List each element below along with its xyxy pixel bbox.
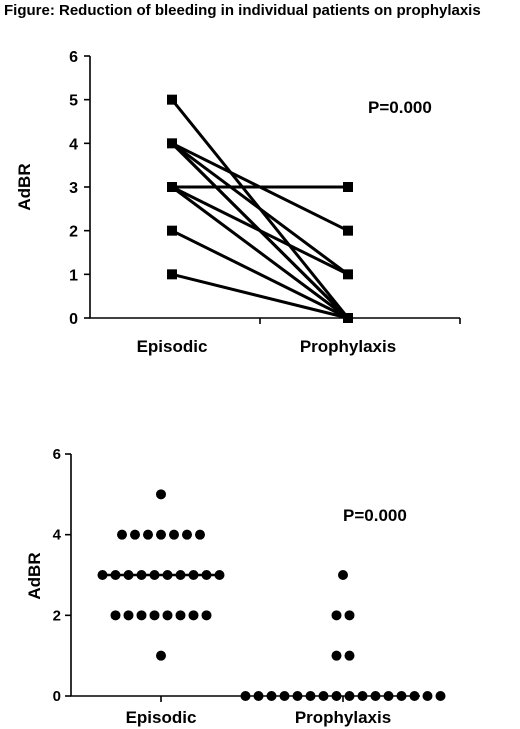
- data-point-dot: [396, 691, 407, 701]
- data-point-dot: [195, 529, 205, 540]
- series-line: [171, 272, 349, 320]
- x-tick-label: Prophylaxis: [295, 708, 391, 727]
- x-tick-label: Episodic: [126, 708, 197, 727]
- data-point-dot: [156, 650, 166, 661]
- x-tick-label: Prophylaxis: [300, 337, 396, 356]
- data-point-dot: [409, 691, 420, 701]
- data-point-square: [167, 269, 177, 280]
- data-point-dot: [117, 529, 127, 540]
- y-tick-label: 4: [69, 136, 78, 153]
- data-point-dot: [357, 691, 368, 701]
- data-point-dot: [318, 691, 329, 701]
- y-axis-label: AdBR: [25, 552, 44, 599]
- data-point-square: [343, 269, 353, 280]
- y-axis-label: AdBR: [15, 163, 34, 210]
- data-point-dot: [383, 691, 394, 701]
- data-point-dot: [123, 610, 134, 621]
- p-value-annotation: P=0.000: [368, 98, 432, 117]
- data-point-dot: [370, 691, 381, 701]
- data-point-dot: [305, 691, 316, 701]
- data-point-dot: [130, 529, 140, 540]
- data-point-square: [167, 225, 177, 236]
- series-line: [171, 185, 349, 276]
- y-tick-label: 3: [69, 180, 78, 197]
- y-tick-label: 0: [69, 311, 78, 328]
- data-point-dot: [201, 610, 212, 621]
- data-point-dot: [344, 650, 355, 661]
- data-point-square: [343, 225, 353, 236]
- y-tick-label: 4: [53, 527, 62, 544]
- data-point-dot: [149, 610, 160, 621]
- series-line: [171, 229, 349, 320]
- data-point-dot: [331, 691, 342, 701]
- data-point-dot: [156, 489, 166, 500]
- data-point-dot: [175, 610, 186, 621]
- data-point-square: [343, 182, 353, 192]
- data-point-dot: [156, 529, 166, 540]
- data-point-dot: [240, 691, 251, 701]
- y-tick-label: 1: [69, 267, 78, 284]
- y-tick-label: 6: [53, 446, 61, 463]
- data-point-dot: [331, 650, 342, 661]
- data-point-dot: [422, 691, 433, 701]
- data-point-dot: [253, 691, 264, 701]
- data-point-square: [167, 138, 177, 149]
- y-tick-label: 2: [53, 607, 61, 624]
- data-point-dot: [344, 691, 355, 701]
- data-point-square: [343, 313, 353, 323]
- data-point-dot: [136, 610, 147, 621]
- y-tick-label: 5: [69, 93, 78, 110]
- data-point-dot: [143, 529, 153, 540]
- data-point-dot: [279, 691, 290, 701]
- p-value-annotation: P=0.000: [343, 506, 407, 525]
- dot-plot-chart: AdBR P=0.000 0 2 4 6 Episodic Prophylaxis: [25, 446, 446, 727]
- data-point-dot: [182, 529, 192, 540]
- data-point-dot: [110, 610, 121, 621]
- data-point-dot: [331, 610, 342, 621]
- y-tick-label: 6: [69, 49, 78, 66]
- x-tick-label: Episodic: [137, 337, 208, 356]
- data-point-square: [167, 182, 177, 192]
- paired-line-chart: AdBR P=0.000 0 1 2 3 4 5 6 Episodic Prophylaxis: [15, 49, 461, 356]
- y-tick-label: 2: [69, 224, 78, 241]
- data-point-dot: [188, 610, 199, 621]
- data-point-dot: [292, 691, 303, 701]
- data-point-dot: [266, 691, 277, 701]
- data-point-dot: [344, 610, 355, 621]
- data-point-dot: [338, 570, 348, 580]
- data-point-dot: [162, 610, 173, 621]
- data-point-square: [167, 94, 177, 105]
- data-point-dot: [435, 691, 446, 701]
- data-point-dot: [169, 529, 179, 540]
- series-line: [171, 185, 349, 320]
- series-line: [171, 142, 349, 276]
- y-tick-label: 0: [53, 688, 61, 705]
- figure-title: Figure: Reduction of bleeding in individ…: [4, 2, 481, 19]
